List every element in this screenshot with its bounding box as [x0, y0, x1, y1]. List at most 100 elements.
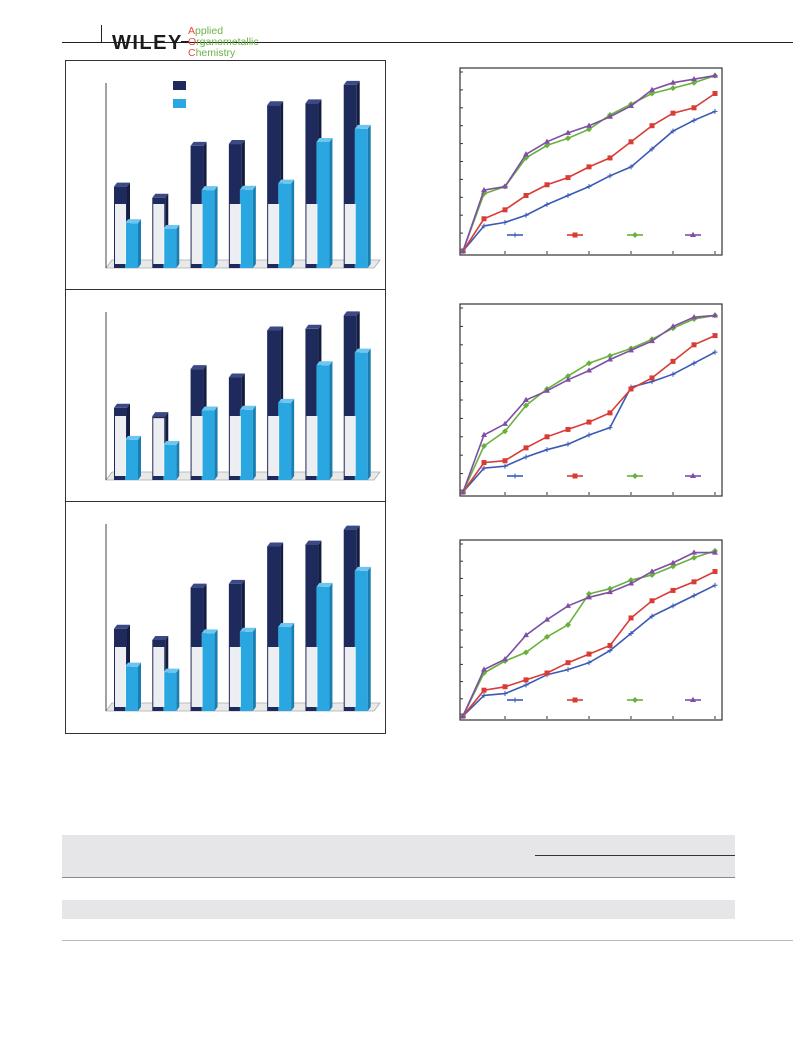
- data-point: [691, 549, 697, 555]
- data-point: [565, 667, 571, 673]
- journal-word: hemistry: [195, 47, 236, 59]
- data-point: [691, 314, 697, 320]
- logo-dash: [181, 41, 189, 43]
- data-point: [712, 312, 718, 318]
- bar-without-h2o2: [239, 409, 253, 480]
- data-point: [523, 193, 529, 199]
- bar-label-box: [115, 204, 126, 264]
- bar-top-face: [354, 348, 371, 353]
- bar-top-face: [267, 542, 284, 547]
- bar-side-face: [329, 138, 333, 268]
- data-point: [691, 117, 697, 123]
- series-line-1: [462, 334, 716, 493]
- data-point: [460, 712, 466, 718]
- journal-initial: A: [188, 25, 196, 37]
- data-point: [565, 660, 571, 666]
- data-point: [502, 219, 508, 225]
- bar-top-face: [343, 311, 360, 316]
- data-point: [586, 651, 592, 657]
- data-point: [523, 682, 529, 688]
- table-header-subrule: [535, 855, 735, 856]
- data-point: [607, 356, 613, 362]
- data-point: [481, 186, 487, 193]
- data-point: [544, 447, 550, 453]
- bar-side-face: [367, 348, 371, 480]
- data-point: [691, 360, 697, 366]
- bar-side-face: [329, 582, 333, 711]
- header-rule: [62, 42, 793, 43]
- bar-without-h2o2: [239, 631, 253, 711]
- bar-without-h2o2: [278, 627, 292, 711]
- data-point: [607, 155, 613, 161]
- data-point: [481, 465, 487, 471]
- data-point: [565, 426, 571, 432]
- plot-frame: [459, 67, 723, 256]
- bar-chart-dbt: [105, 80, 381, 269]
- bar-label-box: [229, 647, 241, 707]
- data-point: [691, 579, 697, 585]
- data-point: [628, 630, 634, 636]
- data-point: [670, 79, 676, 85]
- data-point: [586, 184, 592, 190]
- data-point: [712, 90, 718, 96]
- data-point: [712, 582, 718, 588]
- bar-panel-bt: [65, 289, 386, 503]
- data-point: [565, 621, 571, 628]
- data-point: [502, 458, 508, 464]
- bar-top-face: [201, 406, 218, 411]
- series-line-0: [462, 110, 716, 252]
- bar-without-h2o2: [201, 410, 215, 480]
- data-point: [607, 410, 613, 416]
- bar-top-face: [316, 582, 333, 587]
- data-point: [544, 633, 550, 640]
- bar-side-face: [367, 124, 371, 268]
- data-point: [544, 201, 550, 207]
- data-point: [712, 349, 718, 355]
- data-point: [481, 692, 487, 698]
- bar-top-face: [152, 193, 169, 198]
- journal-initial: C: [188, 47, 196, 59]
- bar-label-box: [229, 204, 241, 264]
- bar-side-face: [291, 179, 295, 268]
- data-point: [481, 431, 487, 437]
- bar-without-h2o2: [163, 228, 177, 268]
- bar-side-face: [291, 398, 295, 480]
- bar-without-h2o2: [125, 439, 138, 480]
- data-point: [670, 371, 676, 377]
- data-point: [649, 613, 655, 619]
- data-point: [690, 231, 696, 237]
- data-point: [607, 425, 613, 431]
- series-line-2: [462, 550, 716, 717]
- data-point: [607, 648, 613, 654]
- bar-top-face: [278, 623, 295, 628]
- data-point: [523, 151, 529, 157]
- bar-side-face: [138, 662, 141, 711]
- data-point: [670, 323, 676, 329]
- publisher-logo: WILEY: [112, 32, 183, 54]
- bar-side-face: [176, 441, 180, 480]
- bar-label-box: [268, 416, 280, 476]
- header-tick: [101, 25, 102, 43]
- data-point: [544, 434, 550, 440]
- data-point: [628, 386, 634, 392]
- data-point: [565, 602, 571, 608]
- bar-panel-th: [65, 501, 386, 734]
- series-line-2: [462, 74, 716, 252]
- data-point: [502, 207, 508, 213]
- bar-side-face: [214, 186, 218, 268]
- bar-top-face: [163, 224, 180, 229]
- bar-top-face: [163, 441, 180, 446]
- bar-top-face: [152, 412, 169, 417]
- bar-label-box: [344, 204, 356, 264]
- journal-name-line-2: Organometallic: [188, 37, 259, 48]
- bar-without-h2o2: [163, 672, 177, 711]
- data-point: [632, 232, 638, 238]
- data-point: [502, 691, 508, 697]
- data-point: [523, 396, 529, 402]
- data-point: [544, 142, 550, 149]
- data-point: [586, 122, 592, 128]
- bar-top-face: [190, 141, 207, 146]
- journal-word: rganometallic: [196, 36, 259, 48]
- data-point: [628, 577, 634, 584]
- bar-without-h2o2: [201, 633, 215, 711]
